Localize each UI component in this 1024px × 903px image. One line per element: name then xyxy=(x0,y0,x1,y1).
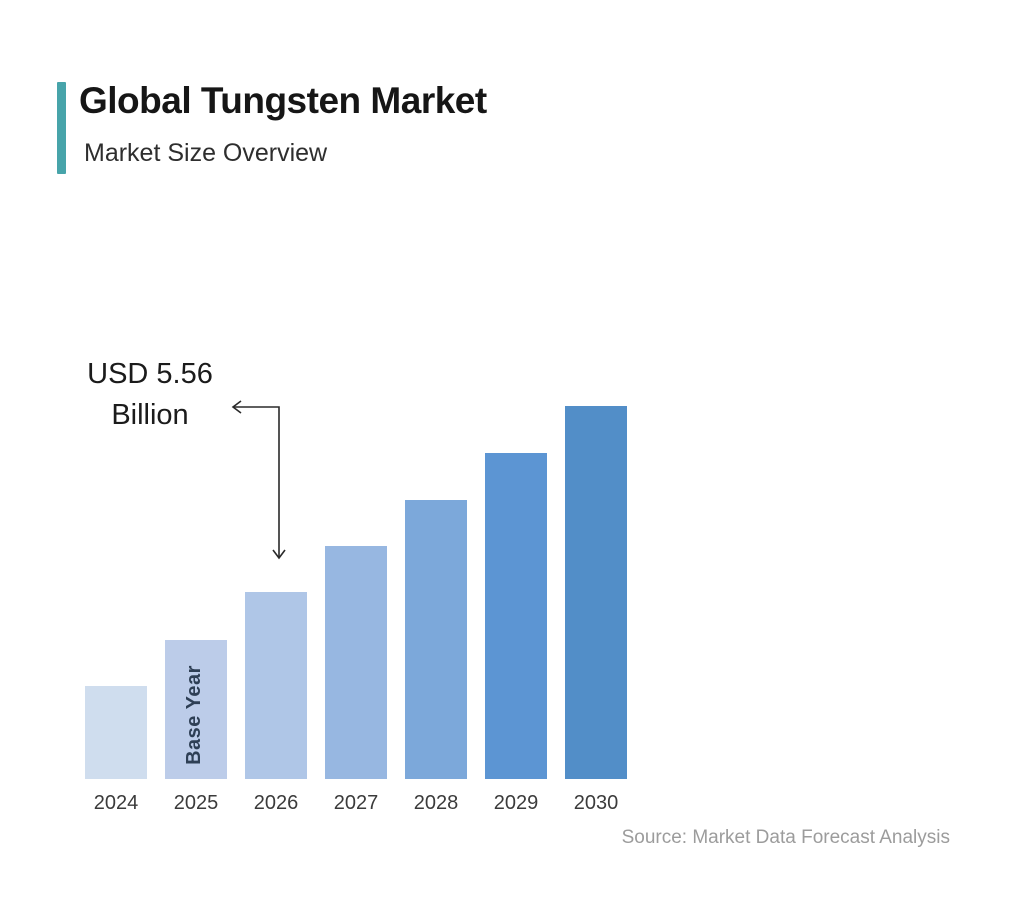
bar-2030 xyxy=(565,406,627,779)
base-year-label: Base Year xyxy=(183,665,205,765)
x-label-2026: 2026 xyxy=(253,792,299,814)
annotation-line1: USD 5.56 xyxy=(87,358,213,390)
bar-2024 xyxy=(85,686,147,779)
bar-2025 xyxy=(165,640,227,779)
x-label-2028: 2028 xyxy=(413,792,459,814)
annotation-arrow-icon xyxy=(231,400,286,560)
x-label-2024: 2024 xyxy=(93,792,139,814)
x-label-2027: 2027 xyxy=(333,792,379,814)
annotation-line2: Billion xyxy=(111,398,189,431)
bar-2029 xyxy=(485,453,547,779)
page-subtitle: Market Size Overview xyxy=(84,139,328,167)
bar-2028 xyxy=(405,500,467,779)
annotation-value-label: USD 5.56 Billion xyxy=(55,354,245,435)
x-label-2025: 2025 xyxy=(173,792,219,814)
x-label-2030: 2030 xyxy=(573,792,619,814)
title-accent-bar xyxy=(57,82,66,174)
bar-2027 xyxy=(325,546,387,779)
bar-2026 xyxy=(245,592,307,779)
source-attribution: Source: Market Data Forecast Analysis xyxy=(621,827,950,848)
x-label-2029: 2029 xyxy=(493,792,539,814)
page-title: Global Tungsten Market xyxy=(79,80,487,121)
